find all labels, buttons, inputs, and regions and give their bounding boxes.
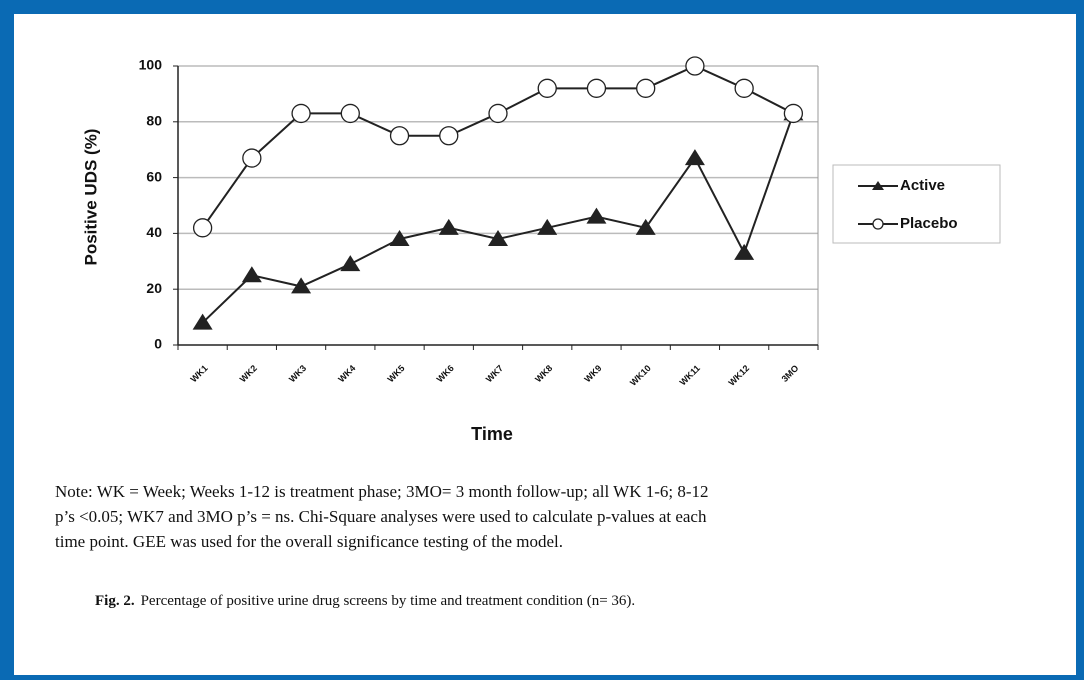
legend-label: Placebo <box>900 215 958 232</box>
data-point <box>438 218 459 235</box>
y-tick-label: 40 <box>146 224 162 240</box>
legend-marker <box>872 218 884 230</box>
data-point <box>537 78 557 98</box>
data-point <box>340 255 361 272</box>
y-tick-label: 60 <box>146 168 162 184</box>
data-point <box>734 78 754 98</box>
data-point <box>242 148 262 168</box>
caption-label: Fig. 2. <box>95 593 135 609</box>
legend-marker <box>872 181 884 190</box>
legend-box <box>832 164 1001 244</box>
data-point <box>192 218 213 238</box>
data-point <box>389 126 410 146</box>
data-point <box>635 218 656 235</box>
data-point <box>389 229 410 246</box>
data-point <box>684 149 705 166</box>
data-point <box>537 218 558 235</box>
data-point <box>488 103 508 124</box>
data-point <box>783 103 804 124</box>
data-point <box>488 229 508 246</box>
data-point <box>192 313 213 330</box>
data-point <box>636 78 656 98</box>
x-axis-title: Time <box>471 424 513 444</box>
y-tick-label: 0 <box>154 336 162 352</box>
y-tick-label: 20 <box>146 280 162 296</box>
data-point <box>241 266 262 283</box>
data-point <box>586 78 607 98</box>
data-point <box>734 243 755 260</box>
note-line: p’s <0.05; WK7 and 3MO p’s = ns. Chi-Squ… <box>55 507 707 526</box>
note-line: Note: WK = Week; Weeks 1-12 is treatment… <box>55 482 709 501</box>
data-point <box>685 56 705 76</box>
caption: Fig. 2. Percentage of positive urine drug… <box>95 593 635 609</box>
y-tick-label: 80 <box>146 113 162 129</box>
legend-label: Active <box>900 177 945 194</box>
data-point <box>291 103 311 124</box>
data-point <box>291 277 312 294</box>
data-point <box>439 126 459 146</box>
data-point <box>340 103 360 124</box>
caption-text: Percentage of positive urine drug screen… <box>141 593 636 609</box>
data-point <box>586 207 607 224</box>
note-line: time point. GEE was used for the overall… <box>55 532 563 551</box>
y-axis-title: Positive UDS (%) <box>81 129 100 266</box>
y-tick-label: 100 <box>139 57 163 73</box>
